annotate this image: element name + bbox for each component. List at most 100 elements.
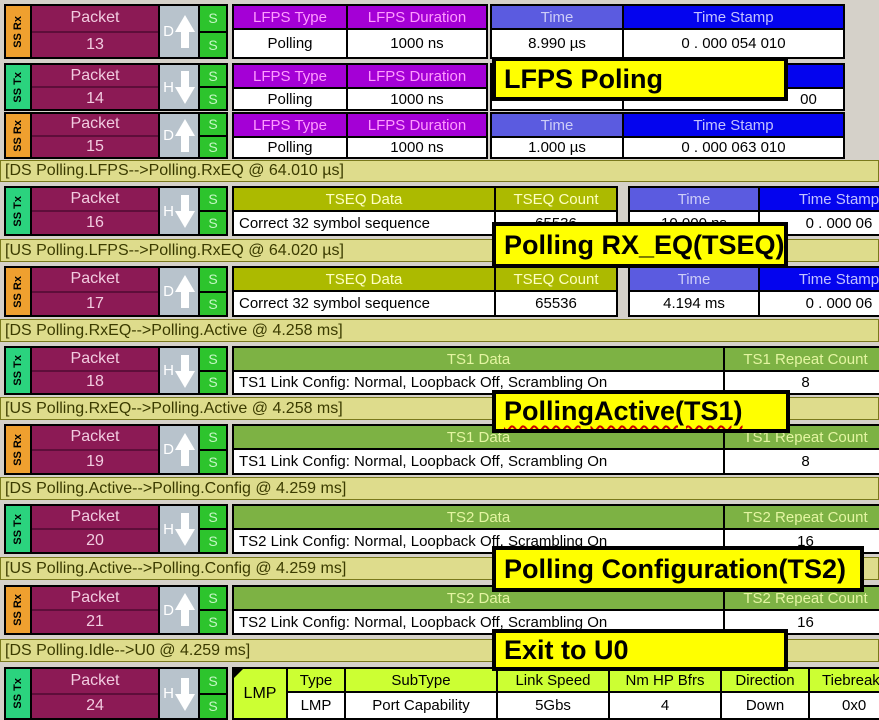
lfps-duration-header[interactable]: LFPS Duration [348, 6, 486, 30]
subtype-value: Port Capability [346, 693, 496, 718]
lmp-label: LMP [243, 684, 277, 702]
time-fields: Time 8.990 µs Time Stamp 0 . 000 054 010 [490, 4, 845, 59]
type-header[interactable]: Type [288, 669, 344, 693]
tseq-count-header[interactable]: TSEQ Count [496, 268, 616, 292]
packet-cell[interactable]: Packet 15 [32, 114, 158, 157]
nm-hp-bfrs-header[interactable]: Nm HP Bfrs [610, 669, 720, 693]
direction-cell: H [158, 65, 198, 109]
lfps-duration-value: 1000 ns [348, 89, 486, 109]
s-flag: S [200, 32, 226, 57]
s-flag: S [200, 188, 226, 212]
packet-cell[interactable]: Packet 13 [32, 6, 158, 57]
lfps-fields: LFPS Type Polling LFPS Duration 1000 ns [232, 112, 488, 159]
s-flag: S [200, 611, 226, 633]
arrow-down-icon [174, 193, 195, 229]
callout-exit-u0: Exit to U0 [492, 629, 788, 671]
arrow-down-icon [174, 69, 195, 105]
packet-id-block[interactable]: SS Tx Packet 24 H S S [4, 667, 228, 720]
link-state-flags: S S [198, 426, 226, 473]
packet-id-block[interactable]: SS Tx Packet 14 H S S [4, 63, 228, 111]
time-stamp-header[interactable]: Time Stamp [624, 6, 843, 30]
packet-id-block[interactable]: SS Rx Packet 21 D S S [4, 585, 228, 635]
port-label: SS Rx [6, 114, 32, 157]
direction-letter: H [163, 78, 174, 96]
tseq-data-value: Correct 32 symbol sequence [234, 212, 494, 234]
type-value: LMP [288, 693, 344, 718]
time-value: 1.000 µs [492, 138, 622, 157]
ts2-repeat-header[interactable]: TS2 Repeat Count [725, 506, 879, 530]
arrow-down-icon [174, 676, 195, 712]
tseq-count-value: 65536 [496, 292, 616, 315]
ts2-data-header[interactable]: TS2 Data [234, 506, 723, 530]
time-stamp-header[interactable]: Time Stamp [624, 114, 843, 138]
port-label: SS Rx [6, 6, 32, 57]
state-transition-bar: [DS Polling.RxEQ-->Polling.Active @ 4.25… [0, 319, 879, 342]
time-fields: Time 1.000 µs Time Stamp 0 . 000 063 010 [490, 112, 845, 159]
packet-id-block[interactable]: SS Rx Packet 19 D S S [4, 424, 228, 475]
packet-cell[interactable]: Packet 19 [32, 426, 158, 473]
packet-row: SS Tx Packet 14 H S S LFPS Type Polling L… [0, 63, 879, 111]
tseq-data-header[interactable]: TSEQ Data [234, 188, 494, 212]
packet-row: SS Rx Packet 17 D S S TSEQ Data Correct 3… [0, 266, 879, 317]
tseq-data-value: Correct 32 symbol sequence [234, 292, 494, 315]
callout-text: PollingActive(TS1) [504, 396, 743, 426]
s-flag: S [200, 426, 226, 451]
direction-letter: H [163, 685, 174, 702]
link-speed-header[interactable]: Link Speed [498, 669, 608, 693]
ts2-data-header[interactable]: TS2 Data [234, 587, 723, 611]
time-header[interactable]: Time [630, 268, 758, 292]
s-flag: S [200, 88, 226, 109]
time-stamp-header[interactable]: Time Stamp [760, 268, 879, 292]
packet-cell[interactable]: Packet 18 [32, 348, 158, 393]
tseq-count-header[interactable]: TSEQ Count [496, 188, 616, 212]
packet-id-block[interactable]: SS Tx Packet 20 H S S [4, 504, 228, 554]
s-flag: S [200, 348, 226, 372]
direction-letter: D [163, 23, 174, 40]
lfps-duration-header[interactable]: LFPS Duration [348, 114, 486, 138]
collapse-triangle-icon[interactable] [234, 669, 243, 678]
tiebreaker-header[interactable]: Tiebreaker [810, 669, 879, 693]
direction-header[interactable]: Direction [722, 669, 808, 693]
packet-cell[interactable]: Packet 14 [32, 65, 158, 109]
s-flag: S [200, 587, 226, 611]
direction-cell: D [158, 6, 198, 57]
port-label: SS Tx [6, 348, 32, 393]
s-flag: S [200, 114, 226, 137]
packet-id-block[interactable]: SS Rx Packet 15 D S S [4, 112, 228, 159]
direction-cell: D [158, 426, 198, 473]
packet-cell[interactable]: Packet 24 [32, 669, 158, 718]
time-header[interactable]: Time [630, 188, 758, 212]
s-flag: S [200, 450, 226, 473]
direction-letter: H [163, 362, 174, 379]
packet-row: SS Tx Packet 24 H S S LMP Type LMP SubTyp… [0, 667, 879, 720]
packet-title: Packet [32, 669, 158, 695]
callout-lfps-polling: LFPS Poling [492, 57, 788, 101]
subtype-header[interactable]: SubType [346, 669, 496, 693]
packet-id-block[interactable]: SS Rx Packet 17 D S S [4, 266, 228, 317]
s-flag: S [200, 694, 226, 718]
link-state-flags: S S [198, 114, 226, 157]
time-header[interactable]: Time [492, 114, 622, 138]
packet-id-block[interactable]: SS Rx Packet 13 D S S [4, 4, 228, 59]
tseq-data-header[interactable]: TSEQ Data [234, 268, 494, 292]
packet-number: 21 [86, 613, 104, 630]
packet-cell[interactable]: Packet 16 [32, 188, 158, 234]
time-stamp-header[interactable]: Time Stamp [760, 188, 879, 212]
time-header[interactable]: Time [492, 6, 622, 30]
lfps-type-header[interactable]: LFPS Type [234, 65, 346, 89]
ts1-data-value: TS1 Link Config: Normal, Loopback Off, S… [234, 450, 723, 473]
s-flag: S [200, 136, 226, 157]
lmp-fields: LMP Type LMP SubType Port Capability Link … [232, 667, 879, 720]
lfps-type-header[interactable]: LFPS Type [234, 6, 346, 30]
lfps-duration-header[interactable]: LFPS Duration [348, 65, 486, 89]
ts1-repeat-header[interactable]: TS1 Repeat Count [725, 348, 879, 372]
packet-cell[interactable]: Packet 17 [32, 268, 158, 315]
packet-cell[interactable]: Packet 20 [32, 506, 158, 552]
lmp-cell[interactable]: LMP [234, 669, 288, 718]
lfps-type-header[interactable]: LFPS Type [234, 114, 346, 138]
packet-id-block[interactable]: SS Tx Packet 18 H S S [4, 346, 228, 395]
ts1-data-header[interactable]: TS1 Data [234, 348, 723, 372]
packet-id-block[interactable]: SS Tx Packet 16 H S S [4, 186, 228, 236]
packet-cell[interactable]: Packet 21 [32, 587, 158, 633]
